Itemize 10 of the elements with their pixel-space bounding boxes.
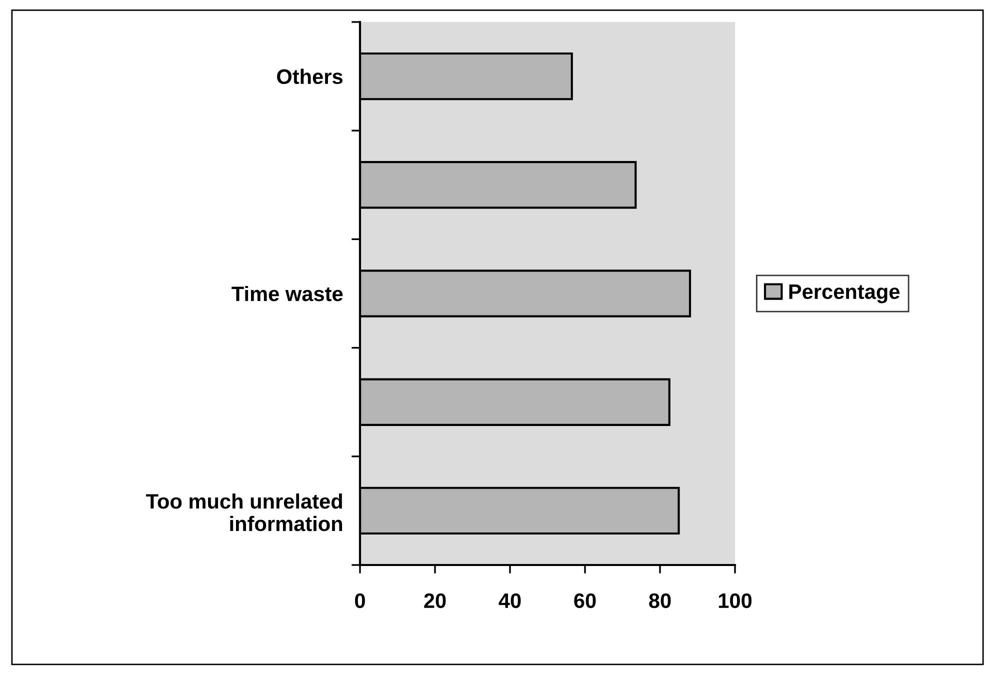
legend-label: Percentage (789, 284, 900, 304)
x-tick-label: 60 (574, 593, 596, 608)
y-tick-label: Too much unrelated information (146, 493, 342, 532)
x-tick-label: 40 (498, 593, 521, 608)
x-tick-label: 0 (355, 593, 365, 608)
y-tick-label: Others (277, 68, 342, 84)
x-tick-label: 20 (424, 593, 446, 608)
x-tick-label: 80 (649, 593, 671, 608)
y-tick-label: Time waste (232, 286, 343, 302)
x-tick-label: 100 (718, 593, 752, 608)
